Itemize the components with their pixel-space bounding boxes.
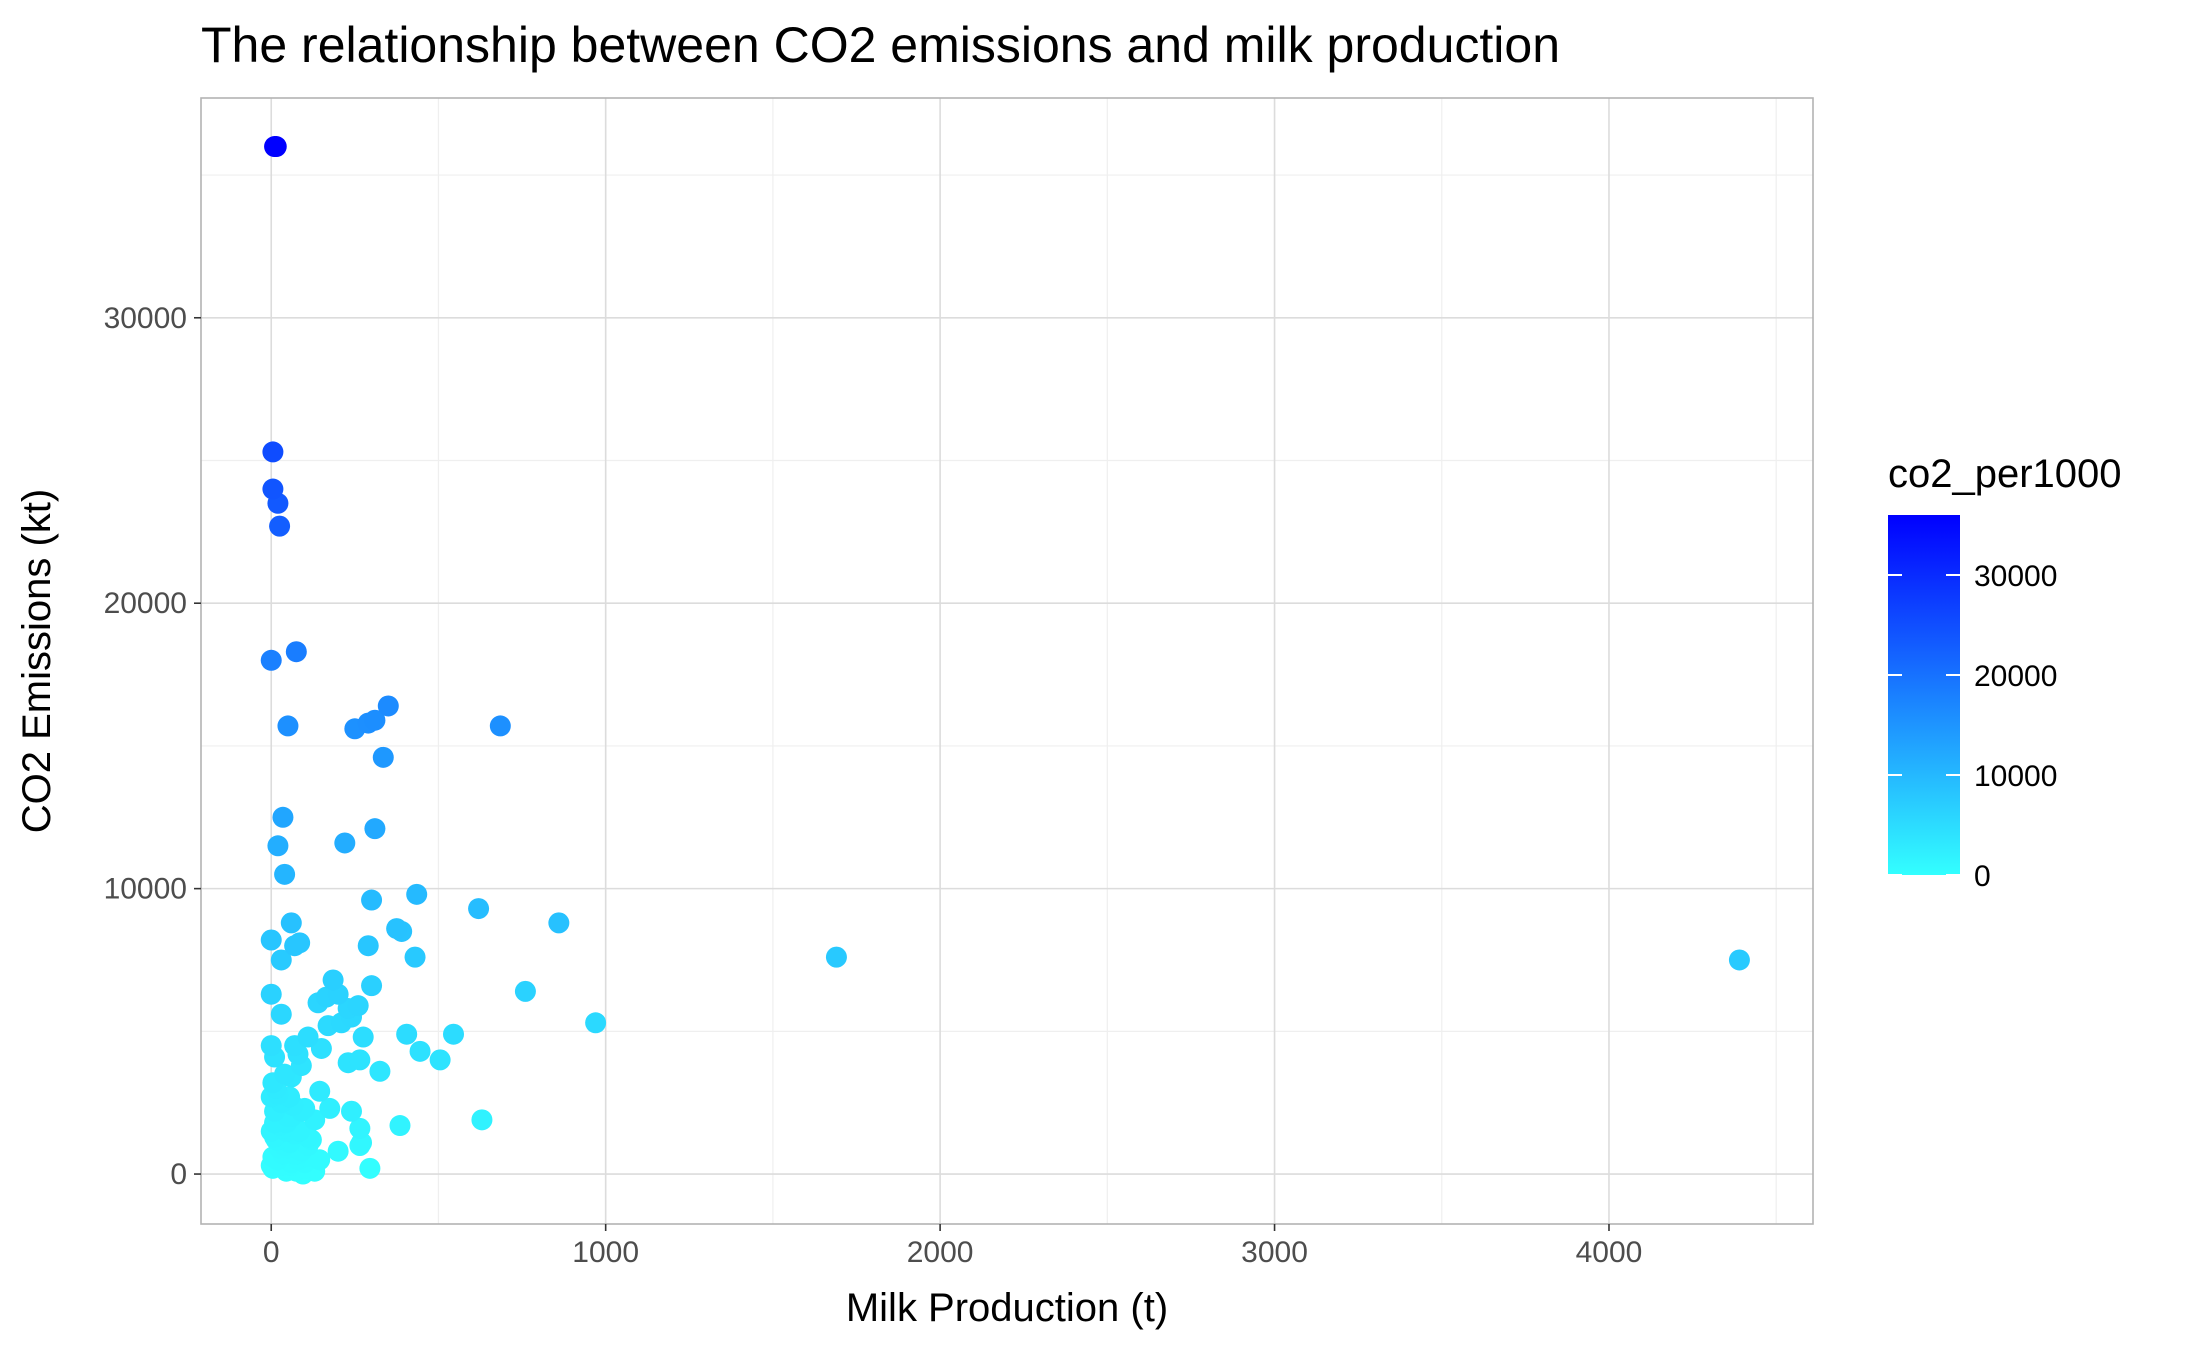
data-point bbox=[270, 1003, 292, 1025]
data-point bbox=[267, 835, 289, 857]
data-point bbox=[361, 975, 383, 997]
data-point bbox=[514, 980, 536, 1002]
data-point bbox=[334, 832, 356, 854]
panel-border bbox=[200, 97, 1814, 1225]
data-point bbox=[372, 746, 394, 768]
y-tick-label: 0 bbox=[170, 1158, 187, 1191]
legend-colorbar bbox=[1888, 515, 1960, 875]
data-point bbox=[322, 969, 344, 991]
data-point bbox=[285, 641, 307, 663]
data-point bbox=[289, 932, 311, 954]
data-point bbox=[404, 946, 426, 968]
legend-tick-label: 30000 bbox=[1974, 560, 2057, 593]
data-point bbox=[468, 898, 490, 920]
data-point bbox=[377, 695, 399, 717]
data-point bbox=[349, 1049, 371, 1071]
data-point bbox=[396, 1023, 418, 1045]
data-point bbox=[361, 889, 383, 911]
data-point bbox=[364, 818, 386, 840]
data-point bbox=[260, 1035, 282, 1057]
legend-tick-label: 20000 bbox=[1974, 660, 2057, 693]
y-axis-ticks: 0 10000 20000 30000 bbox=[104, 302, 201, 1191]
data-point bbox=[277, 715, 299, 737]
data-point bbox=[260, 929, 282, 951]
data-point bbox=[1728, 949, 1750, 971]
data-point bbox=[409, 1040, 431, 1062]
x-tick-label: 2000 bbox=[907, 1236, 974, 1269]
data-point bbox=[262, 478, 284, 500]
data-point bbox=[443, 1023, 465, 1045]
y-tick-label: 10000 bbox=[104, 873, 187, 906]
y-axis-title: CO2 Emissions (kt) bbox=[15, 489, 59, 834]
data-point bbox=[260, 649, 282, 671]
minor-gridlines bbox=[201, 98, 1813, 1224]
data-point bbox=[489, 715, 511, 737]
data-point bbox=[309, 1080, 331, 1102]
x-tick-label: 4000 bbox=[1576, 1236, 1643, 1269]
data-point bbox=[347, 995, 369, 1017]
data-point bbox=[359, 1157, 381, 1179]
data-point bbox=[352, 1026, 374, 1048]
data-point bbox=[319, 1097, 341, 1119]
data-point bbox=[471, 1109, 493, 1131]
x-tick-label: 3000 bbox=[1241, 1236, 1308, 1269]
data-point bbox=[585, 1012, 607, 1034]
data-point bbox=[825, 946, 847, 968]
data-point bbox=[340, 1100, 362, 1122]
data-point bbox=[349, 1117, 371, 1139]
data-point bbox=[274, 863, 296, 885]
chart-title: The relationship between CO2 emissions a… bbox=[201, 17, 1560, 73]
legend-tick-label: 0 bbox=[1974, 860, 1991, 893]
y-tick-label: 20000 bbox=[104, 587, 187, 620]
data-point bbox=[357, 935, 379, 957]
data-point bbox=[386, 918, 408, 940]
legend-ticks: 0 10000 20000 30000 bbox=[1888, 560, 2057, 893]
y-tick-label: 30000 bbox=[104, 302, 187, 335]
data-point bbox=[262, 441, 284, 463]
data-point bbox=[272, 806, 294, 828]
data-point bbox=[548, 912, 570, 934]
color-legend: co2_per1000 0 10000 20000 30000 bbox=[1888, 452, 2122, 893]
x-axis-ticks: 0 1000 2000 3000 4000 bbox=[263, 1224, 1642, 1269]
x-tick-label: 1000 bbox=[572, 1236, 639, 1269]
x-axis-title: Milk Production (t) bbox=[846, 1286, 1168, 1330]
data-point bbox=[327, 1140, 349, 1162]
data-point bbox=[274, 1063, 296, 1085]
data-points bbox=[260, 136, 1750, 1185]
data-point bbox=[406, 883, 428, 905]
data-point bbox=[429, 1049, 451, 1071]
data-point bbox=[269, 515, 291, 537]
legend-tick-label: 10000 bbox=[1974, 760, 2057, 793]
data-point bbox=[260, 983, 282, 1005]
data-point bbox=[297, 1026, 319, 1048]
data-point bbox=[280, 912, 302, 934]
data-point bbox=[389, 1115, 411, 1137]
legend-title: co2_per1000 bbox=[1888, 452, 2122, 496]
data-point bbox=[369, 1060, 391, 1082]
data-point bbox=[364, 709, 386, 731]
x-tick-label: 0 bbox=[263, 1236, 280, 1269]
data-point bbox=[264, 136, 286, 158]
plot-panel bbox=[201, 98, 1813, 1224]
data-point bbox=[270, 949, 292, 971]
